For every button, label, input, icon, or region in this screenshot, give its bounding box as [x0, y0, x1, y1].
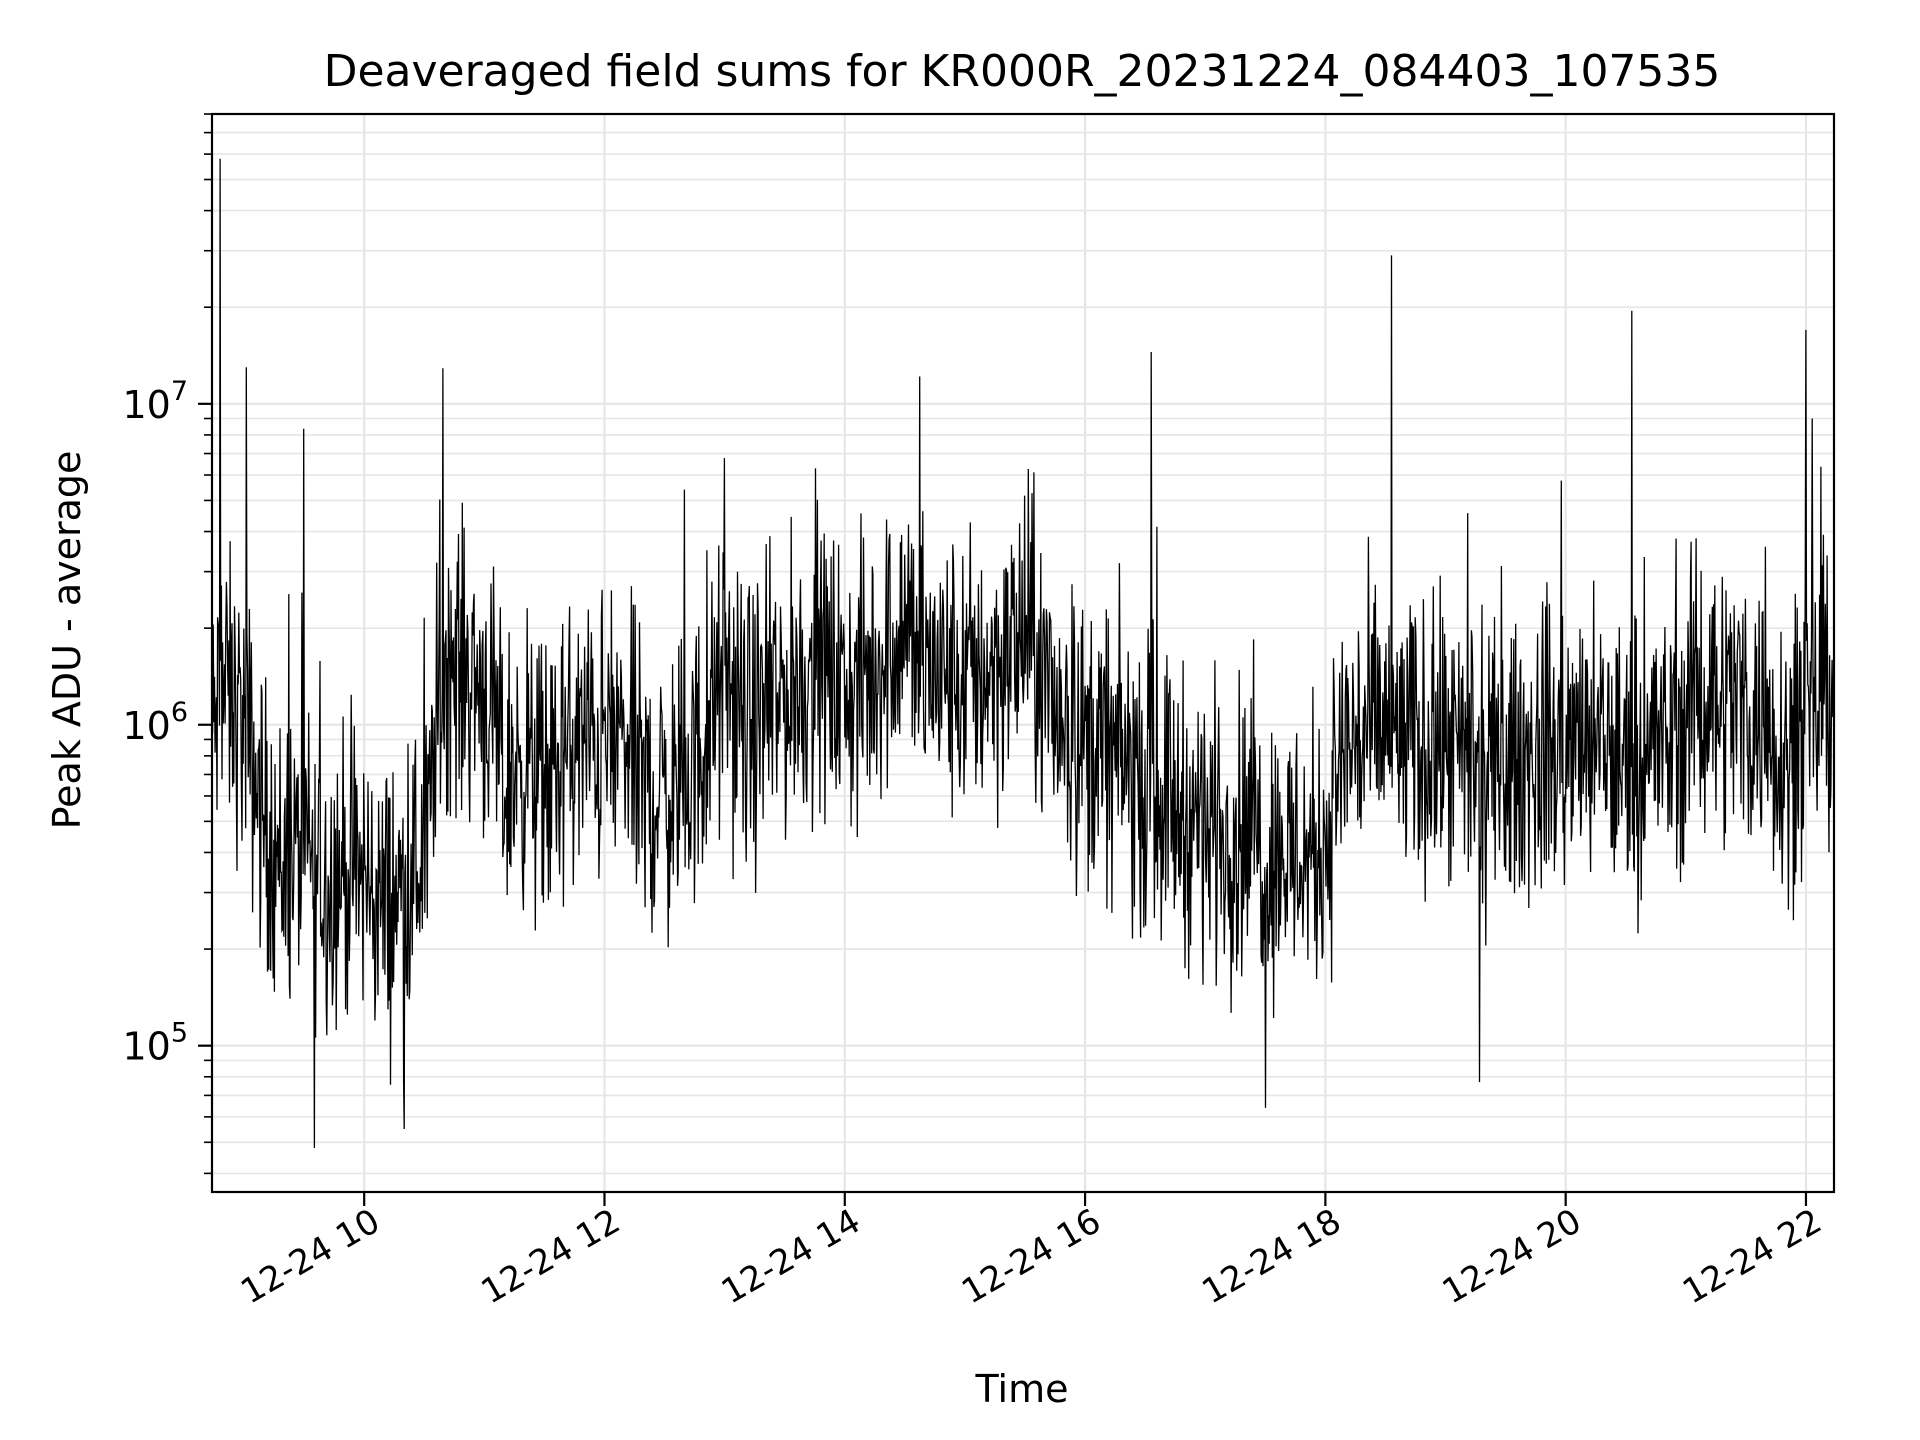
y-axis-label: Peak ADU - average: [45, 451, 89, 830]
chart-title: Deaveraged field sums for KR000R_2023122…: [324, 46, 1721, 97]
y-tick-label: 106: [122, 697, 188, 748]
y-tick-label: 105: [122, 1018, 188, 1069]
data-line-layer: [211, 158, 1835, 1149]
y-tick-label: 107: [122, 376, 188, 427]
y-axis-ticks: 105 106 107: [122, 113, 212, 1175]
x-axis-label: Time: [975, 1367, 1069, 1411]
plot-frame: [210, 112, 1836, 1194]
series-line: [211, 158, 1835, 1149]
